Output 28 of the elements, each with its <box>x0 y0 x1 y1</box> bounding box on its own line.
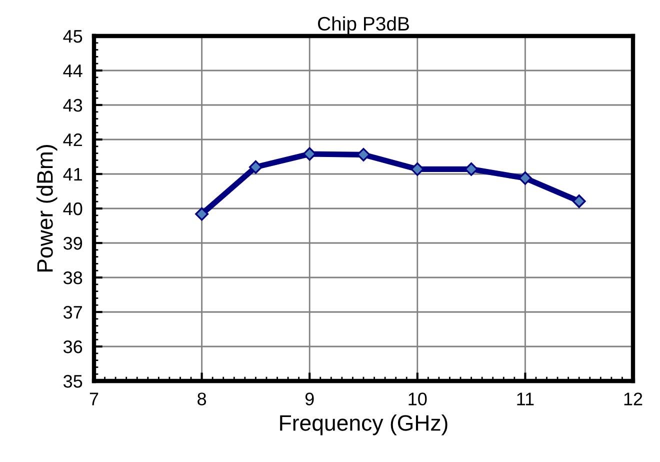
y-tick-label: 40 <box>63 202 82 216</box>
x-tick-label: 7 <box>90 392 98 406</box>
y-tick-label: 35 <box>63 374 82 388</box>
y-tick-label: 42 <box>63 133 82 146</box>
point <box>464 162 478 176</box>
point <box>572 194 586 208</box>
y-tick-label: 38 <box>63 271 82 284</box>
x-axis-title: Frequency (GHz) <box>280 414 448 436</box>
point <box>195 207 209 221</box>
x-tick-label: 9 <box>305 392 314 406</box>
x-tick-label: 8 <box>198 392 206 406</box>
y-tick-label: 41 <box>63 168 82 181</box>
point <box>302 147 316 161</box>
chart-title: Chip P3dB <box>318 16 409 34</box>
y-tick-label: 45 <box>63 30 82 43</box>
y-tick-label: 43 <box>63 98 82 112</box>
x-tick-label: 10 <box>408 392 427 406</box>
y-tick-label: 39 <box>63 236 82 250</box>
point <box>248 160 262 174</box>
y-axis-title: Power (dBm) <box>36 145 58 272</box>
x-tick-label: 11 <box>517 392 534 406</box>
point <box>410 162 424 176</box>
point <box>518 171 532 185</box>
y-tick-label: 36 <box>63 340 82 354</box>
x-tick-label: 12 <box>624 392 642 406</box>
point <box>356 148 370 162</box>
y-tick-label: 37 <box>63 306 82 319</box>
y-tick-label: 44 <box>63 64 82 78</box>
